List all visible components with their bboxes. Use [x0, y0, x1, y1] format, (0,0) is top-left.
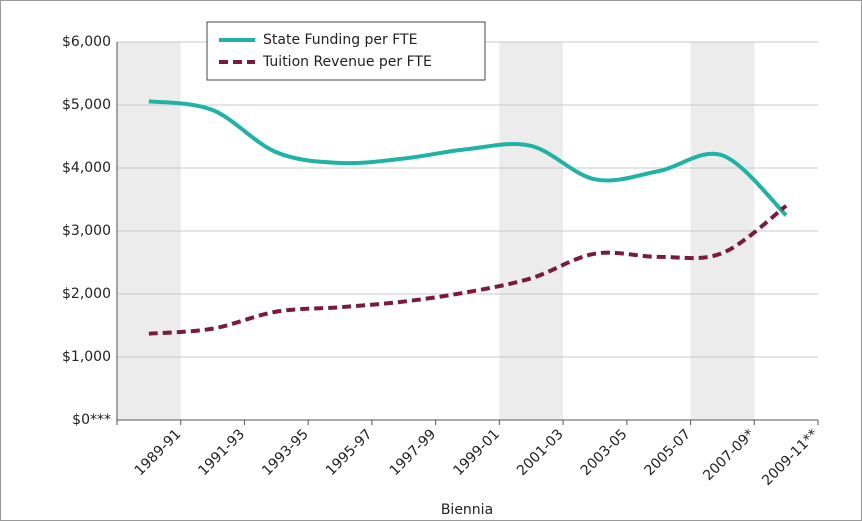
legend-box	[206, 21, 486, 81]
legend-label: Tuition Revenue per FTE	[262, 54, 432, 70]
legend-label: State Funding per FTE	[263, 32, 417, 48]
y-tick-label: $3,000	[62, 223, 111, 239]
y-tick-label: $0***	[72, 412, 111, 428]
y-tick-label: $5,000	[62, 97, 111, 113]
series-line	[148, 204, 788, 336]
x-axis-label: Biennia	[441, 502, 493, 518]
y-tick-label: $2,000	[62, 286, 111, 302]
series-line	[148, 99, 788, 217]
y-tick-label: $4,000	[62, 160, 111, 176]
y-tick-label: $1,000	[62, 349, 111, 365]
y-tick-label: $6,000	[62, 34, 111, 50]
